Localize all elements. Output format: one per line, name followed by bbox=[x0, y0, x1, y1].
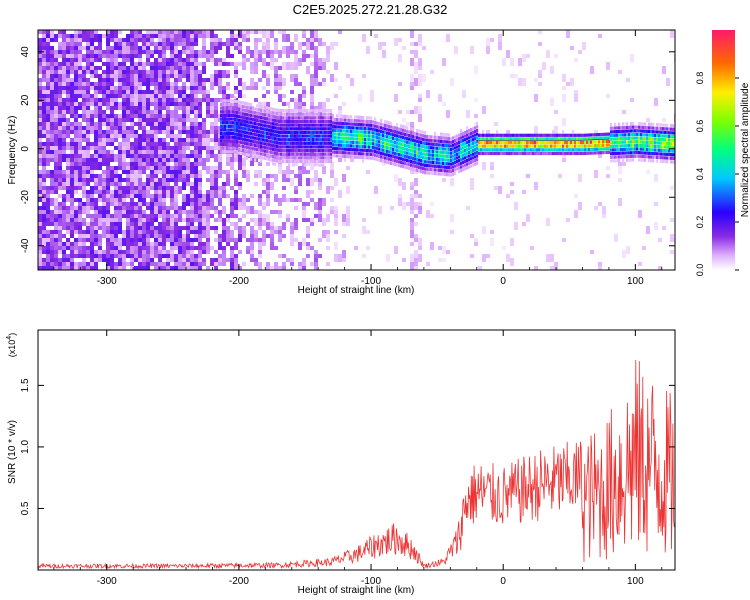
spectrogram-y-tick-label: 40 bbox=[20, 46, 31, 58]
snr-panel: -300 -200 -100 0 100 0.5 1.0 1.5 Height of str… bbox=[6, 329, 676, 596]
colorbar-ticks: 0.0 0.2 0.4 0.6 0.8 bbox=[695, 72, 739, 277]
spectrogram-y-ticks: -40 -20 0 20 40 bbox=[20, 46, 675, 253]
snr-x-tick-label: -300 bbox=[97, 576, 117, 587]
snr-frame bbox=[37, 329, 676, 571]
spectrogram-x-tick-label: -100 bbox=[361, 276, 381, 287]
colorbar-tick-label: 0.4 bbox=[695, 168, 705, 181]
spectrogram-y-axis-label: Frequency (Hz) bbox=[7, 116, 18, 185]
spectrogram-x-tick-label: -200 bbox=[229, 276, 249, 287]
spectrogram-x-tick-label: -300 bbox=[97, 276, 117, 287]
snr-y-ticks: 0.5 1.0 1.5 bbox=[20, 378, 675, 515]
snr-x-axis-label: Height of straight line (km) bbox=[298, 585, 415, 596]
spectrogram-x-tick-label: 100 bbox=[627, 276, 644, 287]
colorbar: 0.0 0.2 0.4 0.6 0.8 Normalized spectral ampl… bbox=[695, 30, 750, 276]
colorbar-gradient bbox=[712, 30, 735, 270]
snr-y-tick-label: 1.5 bbox=[20, 378, 31, 392]
spectrogram-frame bbox=[37, 29, 676, 271]
spectrogram-x-tick-label: 0 bbox=[500, 276, 506, 287]
spectrogram-y-tick-label: 20 bbox=[20, 94, 31, 106]
spectrogram-y-tick-label: -20 bbox=[20, 190, 31, 205]
colorbar-tick-label: 0.2 bbox=[695, 216, 705, 229]
snr-series-line bbox=[38, 359, 675, 570]
spectrogram-x-axis-label: Height of straight line (km) bbox=[298, 285, 415, 296]
snr-x-tick-label: 0 bbox=[500, 576, 506, 587]
snr-y-tick-label: 0.5 bbox=[20, 501, 31, 515]
snr-y-multiplier: (x104) bbox=[6, 333, 17, 357]
colorbar-tick-label: 0.8 bbox=[695, 72, 705, 85]
figure-title: C2E5.2025.272.21.28.G32 bbox=[293, 2, 448, 17]
snr-x-tick-label: 100 bbox=[627, 576, 644, 587]
colorbar-label: Normalized spectral amplitude bbox=[740, 82, 750, 217]
spectrogram-y-tick-label: -40 bbox=[20, 238, 31, 253]
colorbar-tick-label: 0.0 bbox=[695, 264, 705, 277]
snr-y-axis-label: SNR (10 * v/v) bbox=[7, 420, 18, 484]
snr-x-tick-label: -100 bbox=[361, 576, 381, 587]
snr-y-tick-label: 1.0 bbox=[20, 440, 31, 454]
spectrogram-x-ticks: -300 -200 -100 0 100 bbox=[53, 30, 663, 287]
colorbar-tick-label: 0.6 bbox=[695, 120, 705, 133]
spectrogram-heatmap bbox=[38, 30, 675, 270]
snr-x-ticks: -300 -200 -100 0 100 bbox=[53, 330, 663, 587]
snr-x-tick-label: -200 bbox=[229, 576, 249, 587]
spectrogram-y-tick-label: 0 bbox=[20, 146, 31, 152]
